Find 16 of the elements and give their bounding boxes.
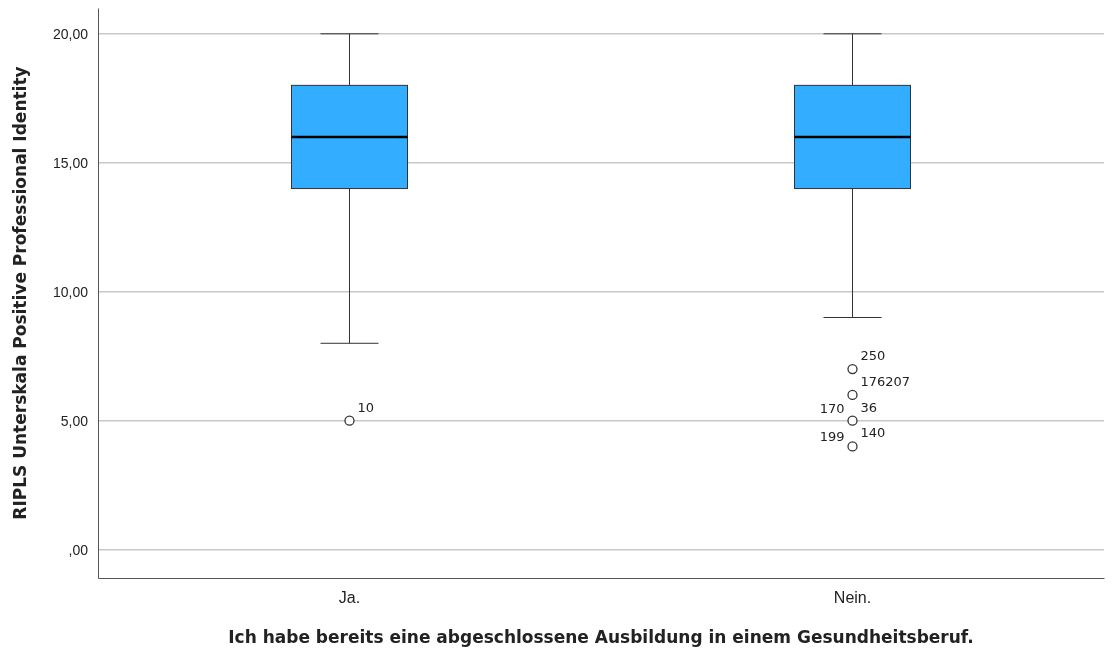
y-tick-label: 20,00: [52, 25, 89, 42]
annotation: 36: [860, 399, 878, 415]
y-tick-label: ,00: [68, 541, 89, 558]
annotation: 140: [860, 425, 886, 441]
x-axis-title: Ich habe bereits eine abgeschlossene Ausbildung in einem Gesundheitsberuf.: [228, 627, 974, 647]
y-tick-label: 5,00: [60, 412, 89, 429]
y-axis-title: RIPLS Unterskala Positive Professional Identity: [10, 66, 30, 520]
x-tick-label: Nein.: [833, 589, 872, 607]
y-tick-label: 15,00: [52, 154, 89, 171]
annotation: 199: [819, 428, 845, 444]
y-tick-label: 10,00: [52, 283, 89, 300]
annotation: 170: [819, 400, 845, 416]
annotation: 10: [357, 399, 375, 415]
annotation: 176207: [860, 373, 911, 389]
annotation: 250: [860, 348, 886, 364]
x-tick-label: Ja.: [338, 589, 361, 607]
